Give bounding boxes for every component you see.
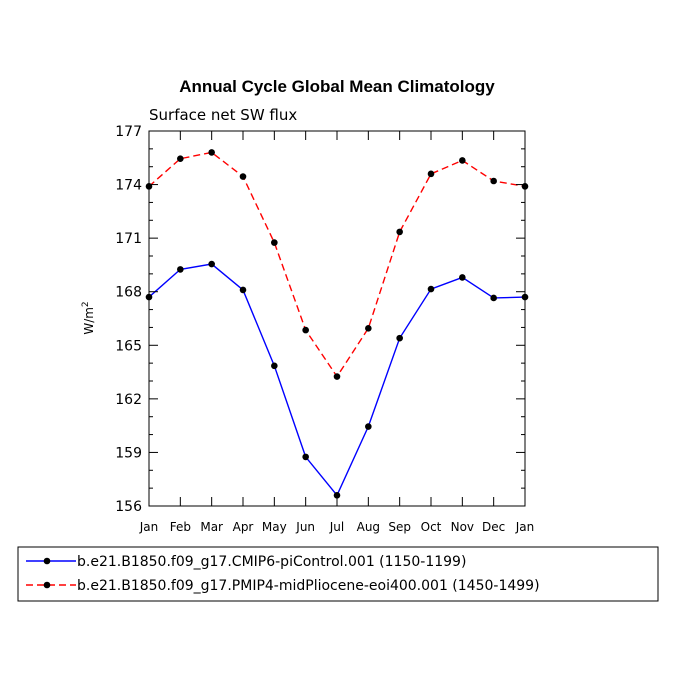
series-1-point xyxy=(490,294,497,302)
series-2-point xyxy=(427,170,435,178)
svg-text:W/m2: W/m2 xyxy=(81,301,96,334)
x-tick-label: Sep xyxy=(388,520,411,534)
series-2-point xyxy=(208,149,215,156)
y-tick-label: 177 xyxy=(115,124,142,140)
y-axis-label: W/m2 xyxy=(81,301,96,334)
y-tick-label: 171 xyxy=(115,231,142,247)
series-2-point xyxy=(396,228,403,236)
y-tick-label: 162 xyxy=(115,392,142,408)
series-2-point xyxy=(333,373,341,380)
series-1-point xyxy=(177,266,184,273)
y-tick-label: 159 xyxy=(115,445,142,461)
x-tick-label: Jun xyxy=(295,520,315,534)
y-tick-label: 165 xyxy=(115,338,142,354)
x-tick-label: May xyxy=(262,520,287,534)
legend-label-2: b.e21.B1850.f09_g17.PMIP4-midPliocene-eo… xyxy=(77,578,540,594)
plot-frame xyxy=(148,130,526,507)
series-2-point xyxy=(302,326,309,334)
x-tick-label: Oct xyxy=(421,520,442,534)
x-tick-label: Jan xyxy=(515,520,535,534)
series-1-point xyxy=(396,334,403,342)
x-tick-label: Jul xyxy=(329,520,344,534)
series-2-point xyxy=(239,173,247,180)
series-1-point xyxy=(365,423,372,430)
series-2-point xyxy=(271,239,278,246)
series-1-point xyxy=(239,286,247,294)
y-tick-label: 168 xyxy=(115,285,142,301)
chart-title: Annual Cycle Global Mean Climatology xyxy=(179,77,495,96)
series-2-point xyxy=(459,157,466,164)
x-tick-label: Feb xyxy=(170,520,191,534)
chart-subtitle: Surface net SW flux xyxy=(149,106,297,124)
series-2-point xyxy=(365,325,372,332)
x-tick-label: Aug xyxy=(357,520,380,534)
x-tick-label: Apr xyxy=(233,520,254,534)
legend-marker-2 xyxy=(43,581,51,589)
legend-marker-1 xyxy=(43,557,51,565)
series-2-point xyxy=(490,177,497,185)
series-1-point xyxy=(459,274,466,281)
y-tick-label: 174 xyxy=(115,178,142,194)
y-axis-label-base: W/m xyxy=(82,307,96,335)
legend-box xyxy=(17,546,659,602)
series-1-point xyxy=(333,491,341,499)
series-1-point xyxy=(271,362,278,370)
series-1-point xyxy=(208,260,215,268)
y-axis-label-sup: 2 xyxy=(81,301,91,307)
x-tick-label: Dec xyxy=(482,520,505,534)
x-tick-label: Nov xyxy=(451,520,474,534)
y-tick-label: 156 xyxy=(115,499,142,515)
x-tick-label: Jan xyxy=(139,520,159,534)
series-1-point xyxy=(427,285,435,293)
x-tick-label: Mar xyxy=(200,520,223,534)
series-2-point xyxy=(177,155,184,162)
legend-label-1: b.e21.B1850.f09_g17.CMIP6-piControl.001 … xyxy=(77,554,466,570)
series-1-point xyxy=(302,453,309,461)
